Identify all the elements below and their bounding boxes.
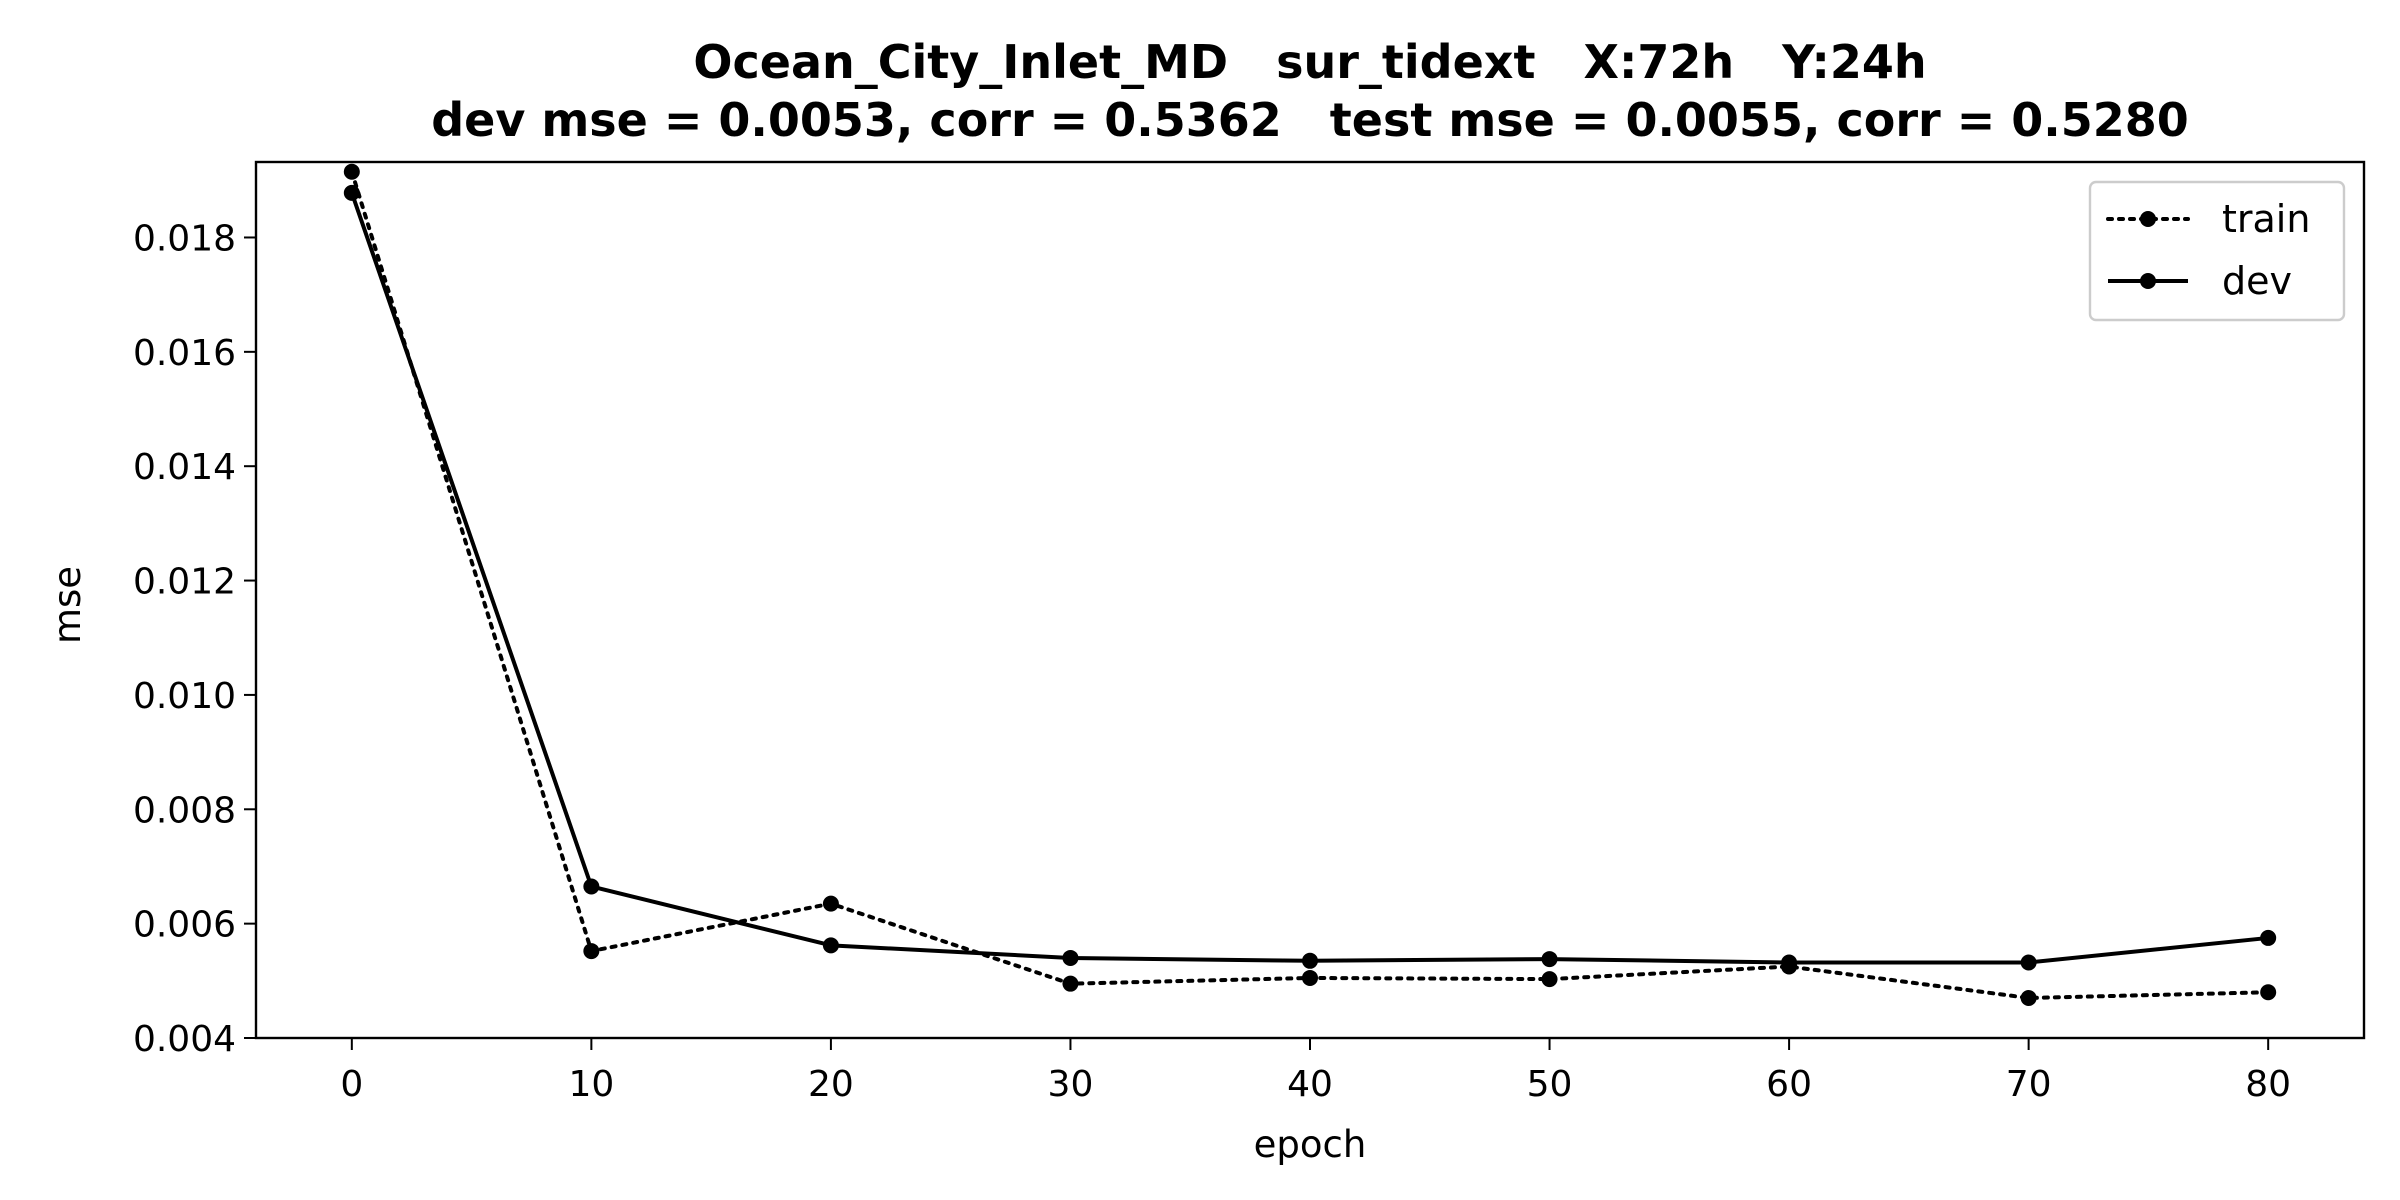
data-point-train	[1062, 975, 1079, 992]
legend: train dev	[2088, 180, 2346, 322]
data-point-train	[583, 943, 600, 960]
data-point-dev	[822, 937, 839, 954]
x-tick-label: 40	[1287, 1064, 1333, 1105]
y-tick-label: 0.008	[133, 790, 236, 831]
x-tick-label: 50	[1527, 1064, 1573, 1105]
series-layer	[343, 163, 2277, 1006]
data-point-train	[2260, 984, 2277, 1001]
legend-marker-train	[2140, 211, 2156, 227]
data-point-dev	[1302, 952, 1318, 969]
chart-title-line2: dev mse = 0.0053, corr = 0.5362 test mse…	[431, 93, 2189, 147]
y-tick-label: 0.004	[133, 1019, 236, 1060]
data-point-train	[2020, 989, 2037, 1006]
legend-marker-dev	[2140, 273, 2156, 289]
y-axis-label: mse	[46, 566, 89, 644]
y-tick-label: 0.014	[133, 447, 236, 488]
legend-label-train: train	[2222, 197, 2310, 241]
data-point-dev	[1062, 949, 1079, 966]
x-tick-label: 0	[340, 1064, 363, 1105]
y-tick-label: 0.018	[133, 218, 236, 259]
data-point-train	[343, 163, 360, 180]
data-point-train	[822, 895, 839, 912]
y-axis: 0.004 0.006 0.008 0.010 0.012 0.014 0.016 0.018	[133, 218, 256, 1060]
chart-title-line1: Ocean_City_Inlet_MD sur_tidext X:72h Y:2…	[693, 35, 1926, 89]
x-tick-label: 60	[1766, 1064, 1812, 1105]
y-tick-label: 0.006	[133, 905, 236, 946]
x-tick-label: 30	[1048, 1064, 1094, 1105]
x-tick-label: 10	[568, 1064, 614, 1105]
y-tick-label: 0.016	[133, 333, 236, 374]
x-axis: 0 10 20 30 40 50 60 70 80	[340, 1038, 2291, 1105]
data-point-dev	[2260, 929, 2277, 946]
data-point-train	[1541, 971, 1558, 988]
legend-label-dev: dev	[2222, 259, 2292, 303]
data-point-dev	[1781, 954, 1798, 971]
x-axis-label: epoch	[1254, 1123, 1367, 1166]
x-tick-label: 70	[2006, 1064, 2052, 1105]
y-tick-label: 0.012	[133, 562, 236, 603]
data-point-train	[1302, 969, 1318, 986]
data-point-dev	[583, 878, 600, 895]
y-tick-label: 0.010	[133, 676, 236, 717]
data-point-dev	[343, 184, 360, 201]
x-tick-label: 80	[2245, 1064, 2291, 1105]
data-point-dev	[2020, 954, 2037, 971]
data-point-dev	[1541, 951, 1558, 968]
x-tick-label: 20	[808, 1064, 854, 1105]
